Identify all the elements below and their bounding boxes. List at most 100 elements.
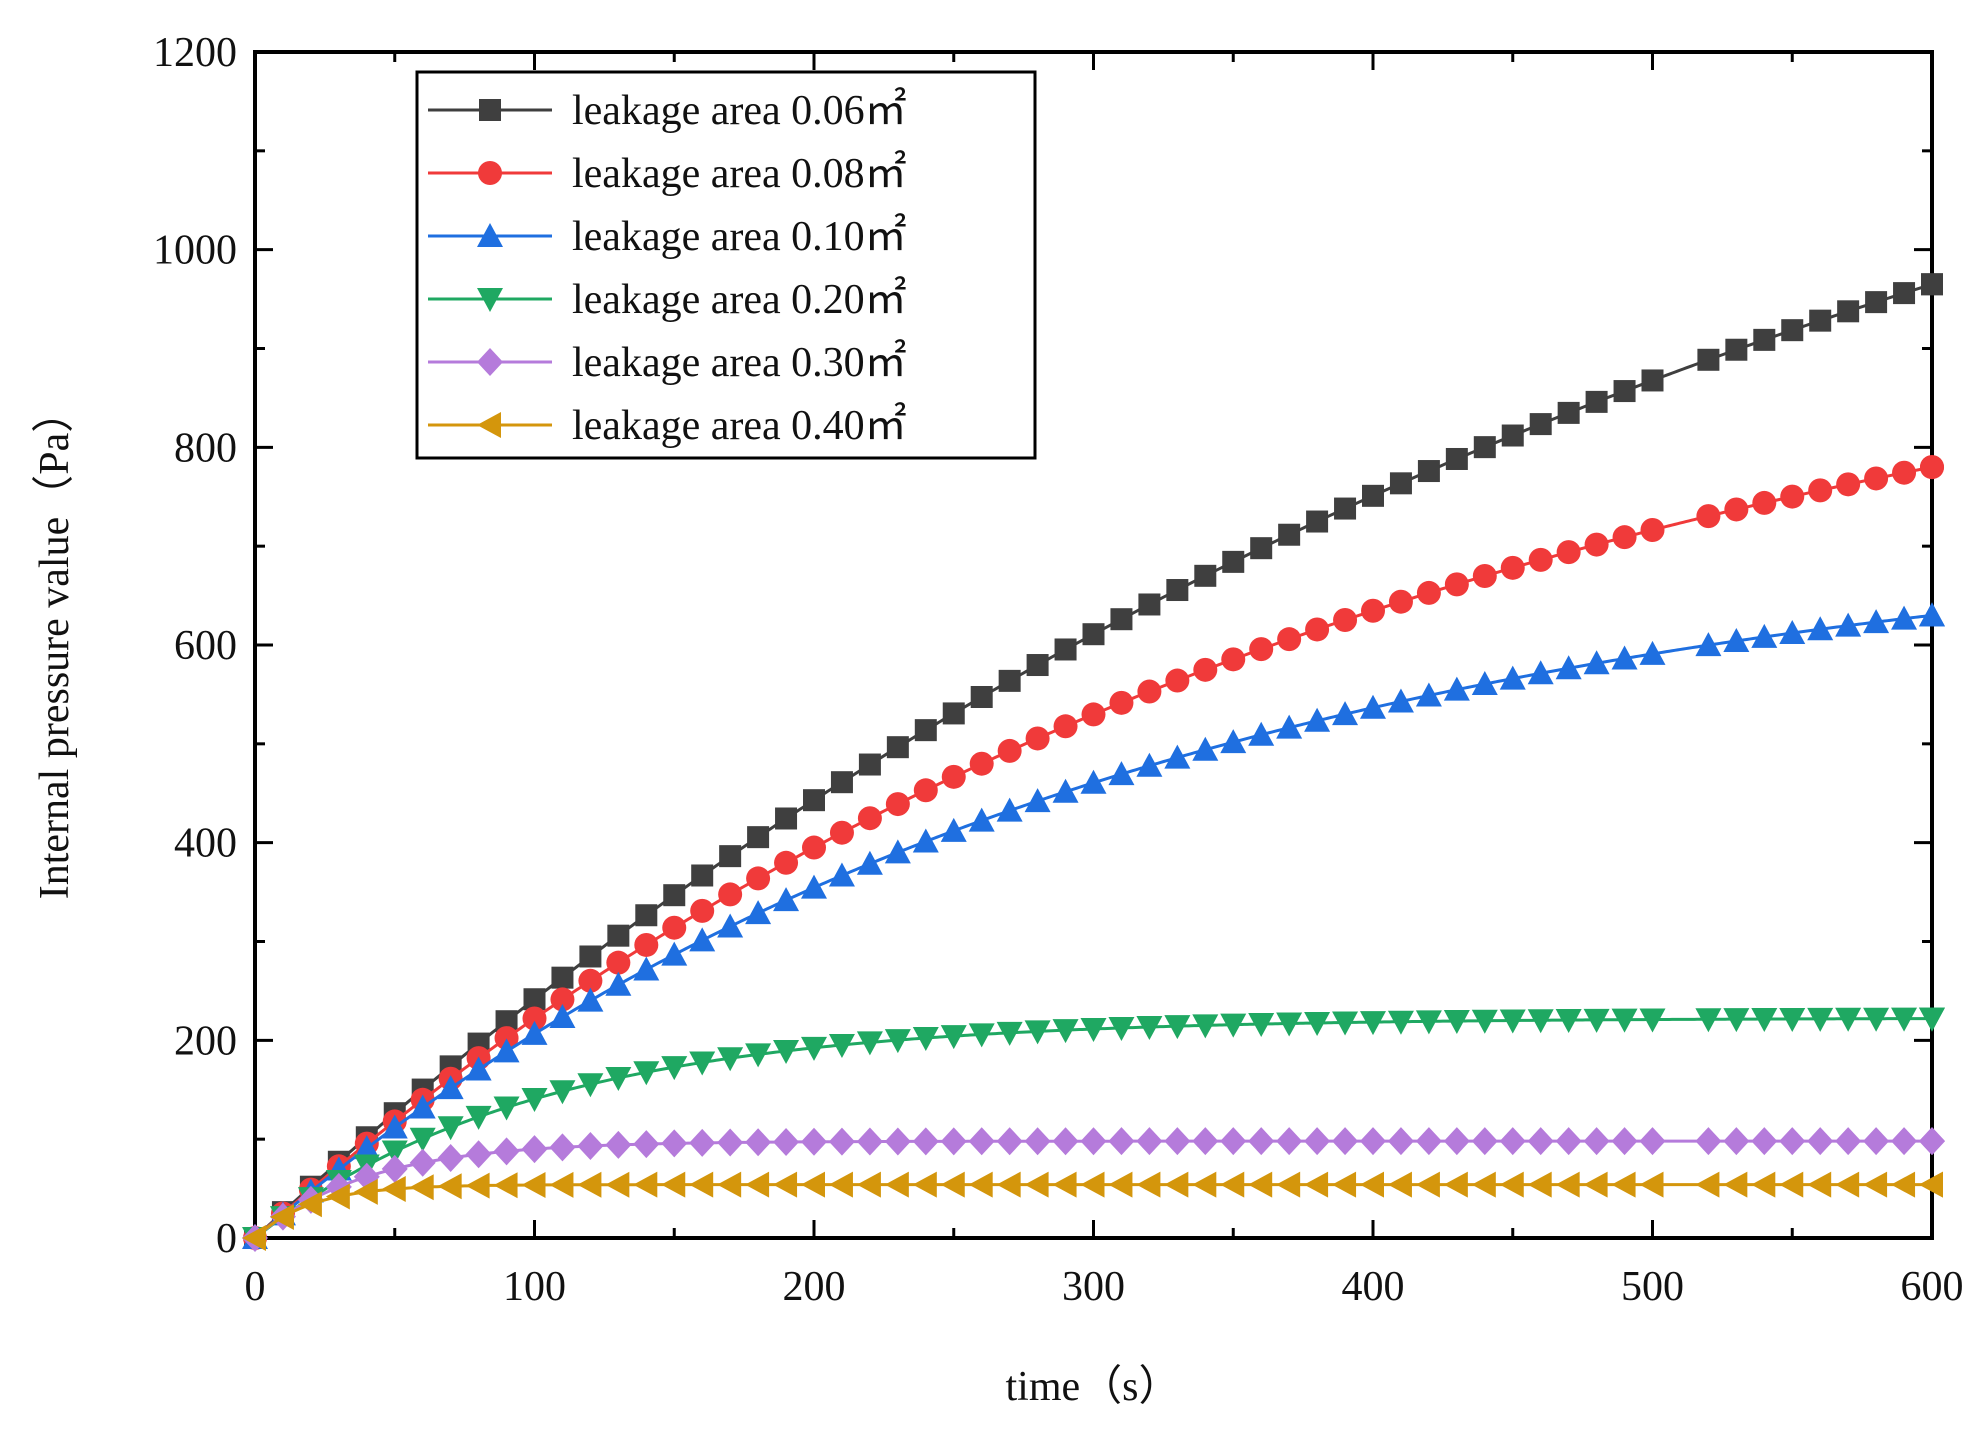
data-point <box>1697 348 1720 371</box>
data-point <box>1360 694 1386 719</box>
data-point <box>1388 589 1413 614</box>
data-point <box>521 1135 548 1164</box>
data-point <box>1639 1127 1666 1156</box>
data-point <box>493 1038 520 1063</box>
data-point <box>493 1137 520 1166</box>
legend-item: leakage area 0.30㎡ <box>428 339 907 386</box>
data-point <box>549 1003 576 1028</box>
data-point <box>1499 1127 1526 1156</box>
data-point <box>1164 1127 1191 1156</box>
series-2 <box>242 602 1945 1249</box>
data-point <box>1277 627 1302 652</box>
data-point <box>409 1174 434 1201</box>
x-tick-label: 0 <box>245 1264 266 1310</box>
data-point <box>465 1105 492 1130</box>
data-point <box>1108 1016 1135 1041</box>
data-point <box>1471 1127 1498 1156</box>
data-point <box>968 1023 995 1048</box>
data-point <box>857 806 882 831</box>
data-point <box>577 1073 604 1098</box>
legend-marker <box>477 412 501 438</box>
data-point <box>913 778 938 803</box>
data-point <box>606 950 631 975</box>
data-point <box>663 884 686 907</box>
data-point <box>717 913 744 938</box>
data-point <box>997 738 1022 763</box>
data-point <box>1387 1127 1414 1156</box>
data-point <box>1249 637 1274 662</box>
data-point <box>325 1183 350 1210</box>
data-point <box>1863 1007 1890 1032</box>
data-point <box>1025 726 1050 751</box>
data-point <box>1024 1020 1051 1045</box>
data-point <box>856 1127 883 1156</box>
data-point <box>521 1171 546 1198</box>
data-point <box>1109 690 1134 715</box>
data-point <box>1527 1127 1554 1156</box>
series-0 <box>244 273 1943 1249</box>
data-point <box>1164 744 1191 769</box>
data-point <box>1415 1171 1440 1198</box>
data-point <box>1444 572 1469 597</box>
data-point <box>1921 273 1943 296</box>
data-point <box>1164 1015 1191 1040</box>
data-point <box>773 1127 800 1156</box>
data-point <box>690 898 715 923</box>
data-point <box>1835 612 1862 637</box>
data-point <box>1527 1009 1554 1034</box>
data-point <box>1779 620 1806 645</box>
data-point <box>856 1171 881 1198</box>
data-point <box>633 956 660 981</box>
legend-marker <box>477 223 503 247</box>
data-point <box>1305 617 1330 642</box>
data-point <box>885 792 910 817</box>
data-point <box>996 797 1023 822</box>
data-point <box>1781 319 1804 342</box>
data-point <box>1053 714 1078 739</box>
data-point <box>1445 447 1468 470</box>
data-point <box>1753 328 1776 351</box>
data-point <box>1136 1171 1161 1198</box>
data-point <box>1725 338 1748 361</box>
data-point <box>353 1178 378 1205</box>
data-point <box>661 1171 686 1198</box>
data-point <box>884 1171 909 1198</box>
legend-item: leakage area 0.06㎡ <box>428 87 907 134</box>
data-point <box>1081 702 1106 727</box>
data-point <box>1583 1127 1610 1156</box>
data-point <box>549 1171 574 1198</box>
data-point <box>1024 1127 1051 1156</box>
data-point <box>465 1172 490 1199</box>
series-4 <box>242 1127 1945 1252</box>
data-point <box>1639 1171 1664 1198</box>
y-axis: 0 200 400 600 800 1000 1200 <box>153 30 1932 1262</box>
data-point <box>297 1191 322 1218</box>
data-point <box>801 1036 827 1061</box>
data-point <box>1751 1171 1776 1198</box>
data-point <box>1192 736 1219 761</box>
data-point <box>493 1172 518 1199</box>
data-point <box>1276 714 1303 739</box>
data-point <box>1639 640 1666 665</box>
data-point <box>801 874 827 899</box>
data-point <box>1220 1013 1247 1038</box>
data-point <box>1837 300 1860 323</box>
data-point <box>1304 1171 1329 1198</box>
data-point <box>717 1171 742 1198</box>
data-point <box>1221 647 1246 672</box>
data-point <box>912 828 939 853</box>
data-point <box>1334 497 1357 520</box>
data-point <box>1891 1127 1918 1156</box>
data-point <box>381 1154 408 1183</box>
data-point <box>409 1127 436 1152</box>
y-tick-label: 1000 <box>153 228 237 274</box>
data-point <box>1555 1171 1580 1198</box>
data-point <box>1248 721 1275 746</box>
data-point <box>1724 497 1749 522</box>
data-point <box>801 1127 827 1156</box>
data-point <box>1220 1171 1245 1198</box>
data-point <box>1220 729 1247 754</box>
data-point <box>577 987 604 1012</box>
data-point <box>661 1129 688 1158</box>
